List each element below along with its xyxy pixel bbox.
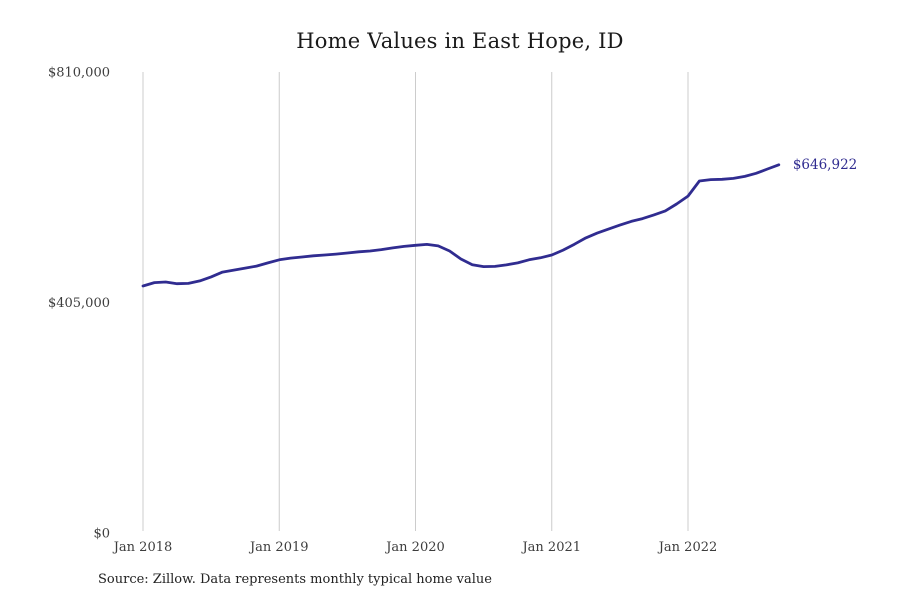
y-tick-label: $810,000 [48,66,110,81]
series-line [141,163,781,288]
chart-title: Home Values in East Hope, ID [296,29,624,53]
source-note: Source: Zillow. Data represents monthly … [98,572,492,587]
x-tick-label: Jan 2022 [657,540,718,555]
x-tick-label: Jan 2021 [520,540,581,555]
x-tick-label: Jan 2018 [112,540,173,555]
y-tick-label: $405,000 [48,296,110,311]
x-tick-label: Jan 2020 [384,540,445,555]
x-tick-label: Jan 2019 [248,540,309,555]
end-value-label: $646,922 [793,157,857,173]
y-tick-label: $0 [93,527,110,542]
